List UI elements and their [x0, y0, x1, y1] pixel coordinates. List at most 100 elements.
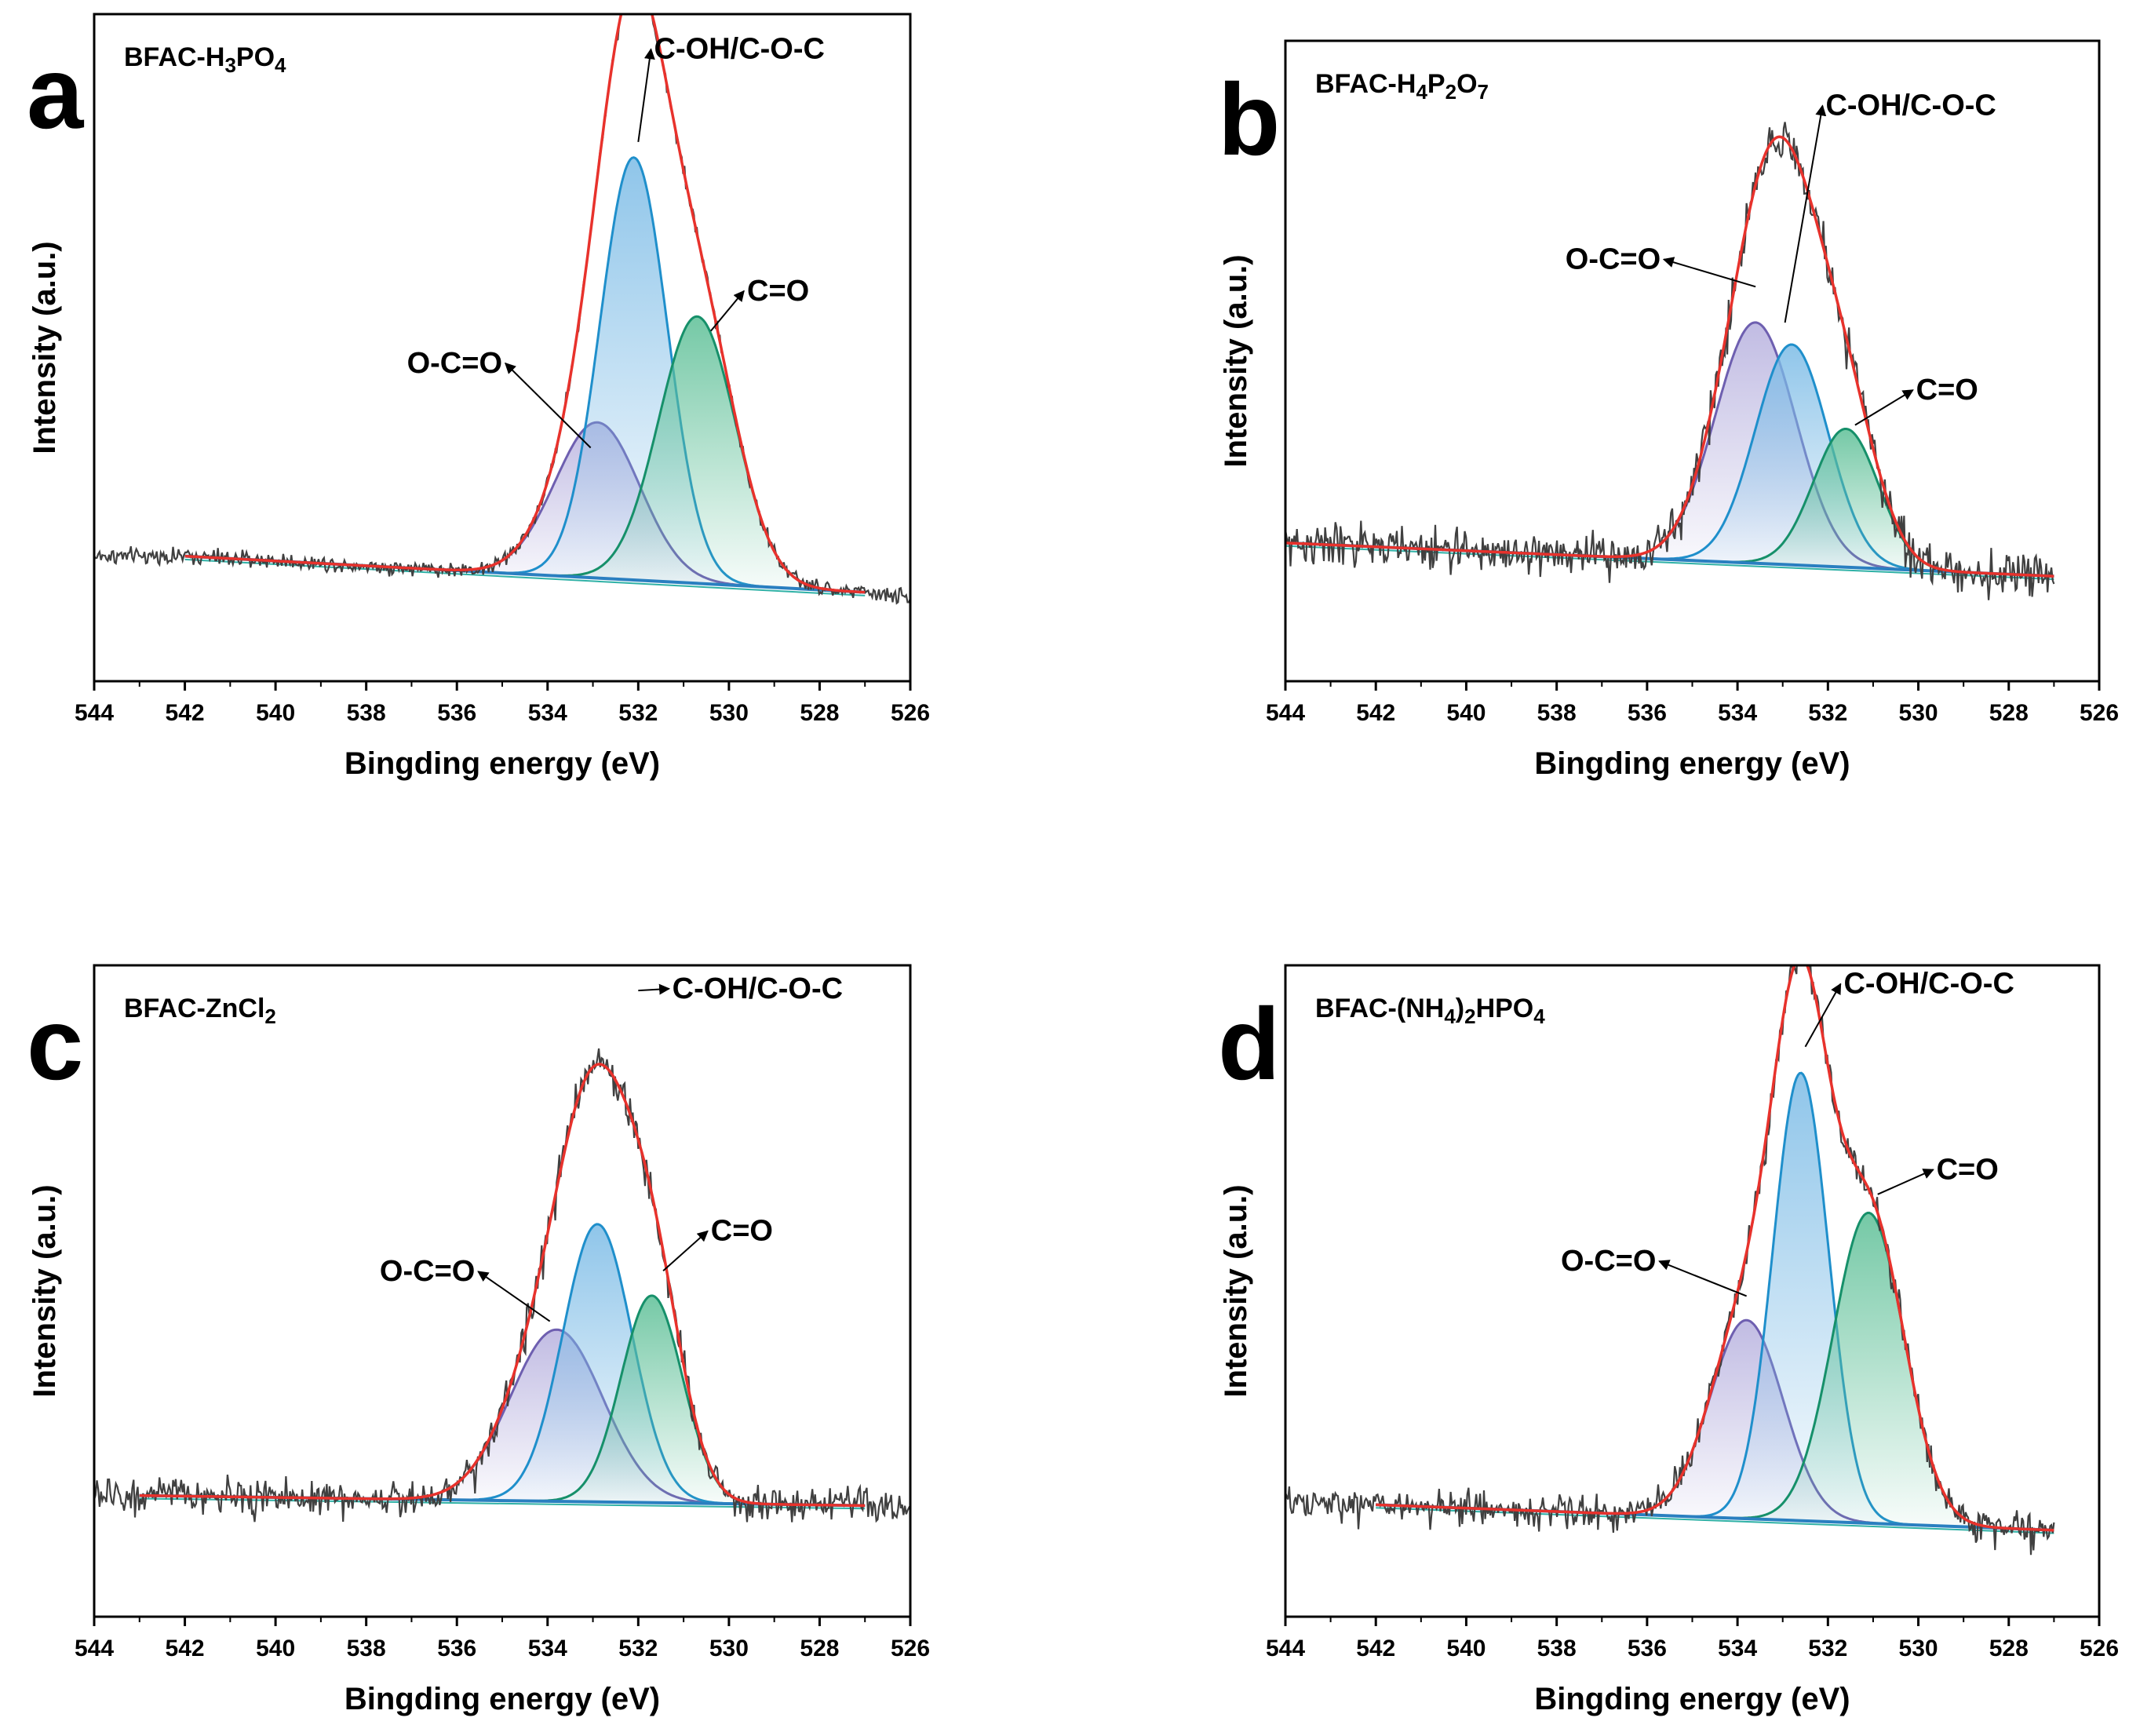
x-tick-label: 528 — [800, 700, 839, 726]
raw-spectrum — [1285, 122, 2055, 600]
annotation-label: O-C=O — [1561, 1245, 1656, 1278]
raw-spectrum — [94, 1048, 910, 1523]
annotation-label: C-OH/C-O-C — [1843, 968, 2014, 1001]
panel-title: BFAC-H3PO4 — [124, 42, 286, 77]
x-tick-label: 544 — [1266, 700, 1305, 726]
peak-fill-coh — [417, 157, 850, 592]
x-tick-label: 544 — [75, 1636, 114, 1661]
annotation-label: O-C=O — [380, 1255, 475, 1288]
x-tick-label: 538 — [1537, 700, 1577, 726]
peak-fill-co — [454, 1295, 849, 1506]
x-tick-label: 542 — [1356, 700, 1395, 726]
annotation-label: C=O — [747, 275, 809, 308]
plot-area — [1285, 122, 2055, 600]
x-tick-label: 542 — [1356, 1636, 1395, 1661]
panel-label: a — [27, 35, 85, 150]
panel-title: BFAC-(NH4)2HPO4 — [1315, 994, 1545, 1028]
peak-fill-co — [1641, 1213, 2054, 1530]
x-tick-label: 528 — [1989, 700, 2029, 726]
x-tick-label: 526 — [891, 1636, 930, 1661]
annotation-arrow — [505, 362, 592, 449]
y-axis-label: Intensity (a.u.) — [1219, 254, 1253, 467]
plot-frame — [93, 964, 912, 1618]
x-tick-label: 536 — [437, 700, 476, 726]
x-tick-label: 540 — [1446, 700, 1486, 726]
y-axis-label: Intensity (a.u.) — [27, 1184, 62, 1397]
x-axis-label: Bingding energy (eV) — [345, 1682, 660, 1716]
y-axis-label: Intensity (a.u.) — [27, 241, 62, 454]
annotation-arrow — [1804, 983, 1842, 1048]
x-tick-label: 530 — [709, 1636, 749, 1661]
x-tick-label: 536 — [1628, 700, 1667, 726]
panel-b: 544 542 540 538 536 534 532 530 528 526 Bingding e… — [1218, 39, 2119, 781]
x-tick-label: 532 — [618, 1636, 658, 1661]
annotation-label: O-C=O — [1566, 243, 1661, 275]
annotation-arrow — [1662, 257, 1756, 288]
fit-envelope — [1285, 135, 2054, 578]
annotation-arrow — [1784, 104, 1827, 323]
x-tick-label: 534 — [1718, 1636, 1757, 1661]
annotation-arrow — [1854, 389, 1914, 426]
annotation-label: C-OH/C-O-C — [1825, 89, 1996, 122]
y-axis-label: Intensity (a.u.) — [1219, 1184, 1253, 1397]
x-tick-label: 534 — [528, 1636, 567, 1661]
annotation-label: C=O — [711, 1215, 773, 1248]
fit-envelope — [184, 14, 866, 594]
x-axis-label: Bingding energy (eV) — [345, 746, 660, 781]
panel-c: 544 542 540 538 536 534 532 530 528 526 Bingding e… — [27, 964, 930, 1716]
panel-label: b — [1218, 62, 1280, 177]
x-tick-label: 542 — [166, 1636, 205, 1661]
peak-fill-coh — [1558, 345, 2025, 575]
plot-area — [94, 14, 910, 605]
annotation-label: O-C=O — [407, 347, 502, 380]
plot-frame — [1284, 39, 2101, 683]
peak-fill-co — [1637, 429, 2054, 577]
background-line-2 — [1285, 545, 2054, 581]
x-tick-label: 526 — [2080, 1636, 2119, 1661]
annotation-arrow — [1877, 1169, 1934, 1195]
plot-area — [1285, 965, 2055, 1555]
x-tick-label: 544 — [75, 700, 114, 726]
x-tick-label: 532 — [1808, 1636, 1847, 1661]
x-axis-label: Bingding energy (eV) — [1534, 746, 1850, 781]
panel-d: 544 542 540 538 536 534 532 530 528 526 Bingding e… — [1218, 964, 2119, 1716]
annotation-arrow — [637, 48, 655, 143]
plot-area — [94, 1048, 910, 1523]
x-tick-label: 542 — [166, 700, 205, 726]
peak-fill-coh — [1622, 1073, 1979, 1528]
annotation-arrow — [662, 1230, 709, 1272]
x-tick-label: 526 — [2080, 700, 2119, 726]
x-tick-label: 536 — [1628, 1636, 1667, 1661]
panel-label: d — [1218, 987, 1280, 1101]
annotation-label: C-OH/C-O-C — [673, 972, 843, 1005]
panel-label: c — [27, 987, 83, 1101]
raw-spectrum — [1285, 965, 2055, 1555]
panel-title: BFAC-ZnCl2 — [124, 994, 276, 1028]
x-tick-label: 538 — [347, 700, 386, 726]
x-tick-label: 540 — [1446, 1636, 1486, 1661]
annotation-arrow — [638, 983, 671, 995]
peak-fill-coh — [375, 1224, 819, 1505]
x-tick-label: 544 — [1266, 1636, 1305, 1661]
x-tick-label: 536 — [437, 1636, 476, 1661]
background-line-2 — [139, 1497, 866, 1510]
annotation-arrow — [710, 290, 745, 332]
x-axis-label: Bingding energy (eV) — [1534, 1682, 1850, 1716]
x-tick-label: 540 — [256, 1636, 295, 1661]
fit-envelope — [1376, 965, 2054, 1532]
annotation-label: C=O — [1937, 1153, 1999, 1186]
x-tick-label: 530 — [1899, 1636, 1938, 1661]
x-tick-label: 538 — [347, 1636, 386, 1661]
x-tick-label: 538 — [1537, 1636, 1577, 1661]
x-tick-label: 528 — [1989, 1636, 2029, 1661]
annotation-label: C-OH/C-O-C — [654, 33, 825, 66]
x-tick-label: 540 — [256, 700, 295, 726]
x-tick-label: 530 — [709, 700, 749, 726]
annotation-arrow — [1658, 1260, 1748, 1297]
panel-a: 544 542 540 538 536 534 532 530 528 526 Bingding e… — [27, 13, 930, 781]
x-tick-label: 534 — [1718, 700, 1757, 726]
x-tick-label: 528 — [800, 1636, 839, 1661]
x-tick-label: 530 — [1899, 700, 1938, 726]
fit-envelope — [139, 1063, 866, 1508]
